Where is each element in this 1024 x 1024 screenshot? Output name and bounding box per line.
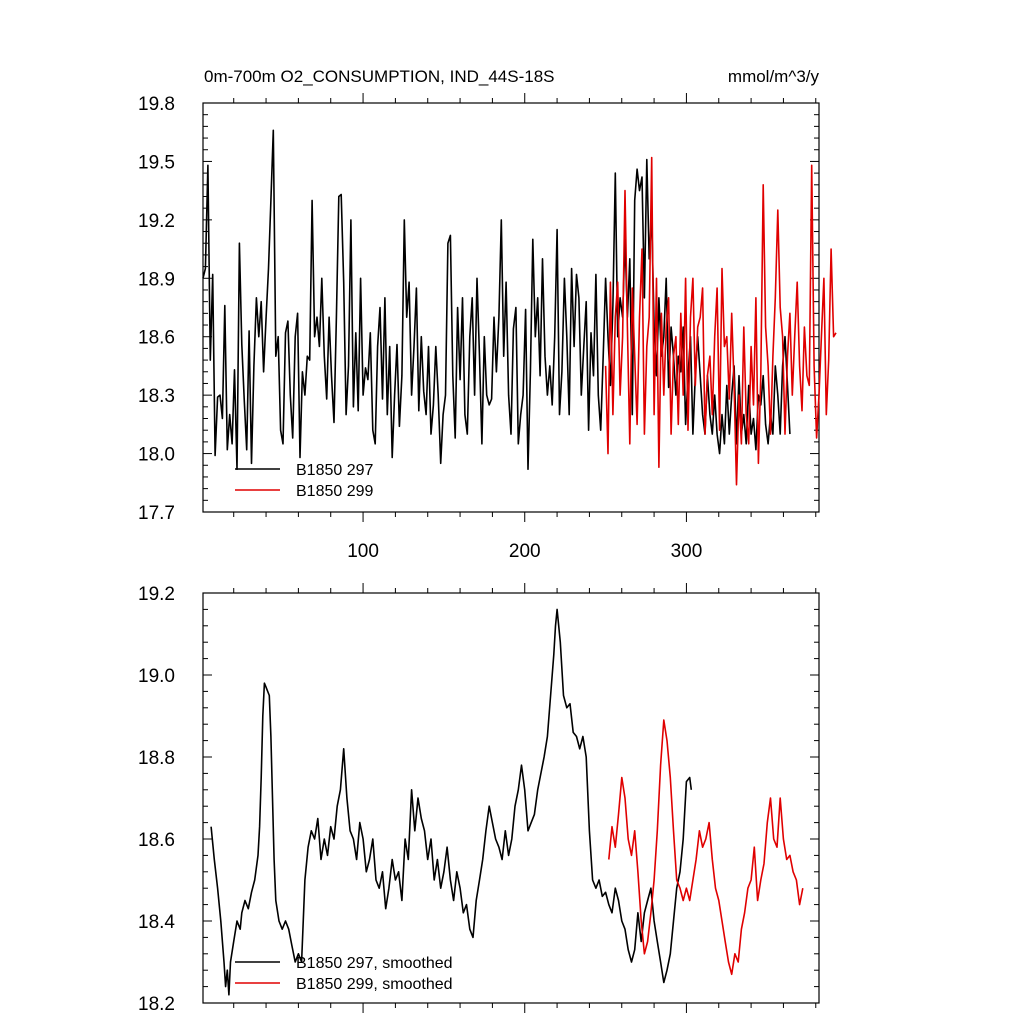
bottom-legend: B1850 297, smoothed B1850 299, smoothed [235, 955, 453, 993]
top-x-tick-label: 100 [347, 541, 379, 562]
bottom-panel: 18.2 18.4 18.6 18.8 19.0 19.2 B1850 297, smoo… [138, 583, 820, 1015]
bottom-y-tick-label: 19.0 [138, 666, 175, 687]
top-panel: 0m-700m O2_CONSUMPTION, IND_44S-18S mmol… [138, 67, 837, 562]
top-title-right: mmol/m^3/y [728, 67, 820, 86]
bottom-plot-frame [202, 592, 820, 1004]
bottom-y-tick-label: 18.8 [138, 748, 175, 769]
bottom-series-line-red [608, 719, 804, 976]
top-y-tick-label: 17.7 [138, 503, 175, 524]
bottom-y-tick-label: 18.6 [138, 830, 175, 851]
bottom-y-tick-label: 18.4 [138, 912, 175, 933]
bottom-y-tick-label: 18.2 [138, 994, 175, 1015]
bottom-y-tick-label: 19.2 [138, 584, 175, 605]
top-plot-frame [202, 102, 820, 513]
top-x-tick-label: 300 [671, 541, 703, 562]
bottom-legend-label: B1850 299, smoothed [296, 976, 453, 993]
top-y-tick-label: 19.5 [138, 152, 175, 173]
top-y-tick-label: 19.2 [138, 211, 175, 232]
top-title-left: 0m-700m O2_CONSUMPTION, IND_44S-18S [204, 67, 555, 86]
top-y-tick-label: 18.0 [138, 445, 175, 466]
top-y-tick-label: 18.3 [138, 386, 175, 407]
top-y-tick-label: 18.9 [138, 269, 175, 290]
top-legend: B1850 297 B1850 299 [235, 462, 374, 500]
top-series-line-red [604, 156, 837, 486]
top-x-tick-label: 200 [509, 541, 541, 562]
top-legend-label: B1850 299 [296, 483, 374, 500]
bottom-legend-label: B1850 297, smoothed [296, 955, 453, 972]
top-series-line-black [202, 129, 791, 470]
top-y-tick-label: 19.8 [138, 94, 175, 115]
bottom-series-line-black [210, 608, 693, 996]
top-y-tick-label: 18.6 [138, 328, 175, 349]
top-legend-label: B1850 297 [296, 462, 374, 479]
